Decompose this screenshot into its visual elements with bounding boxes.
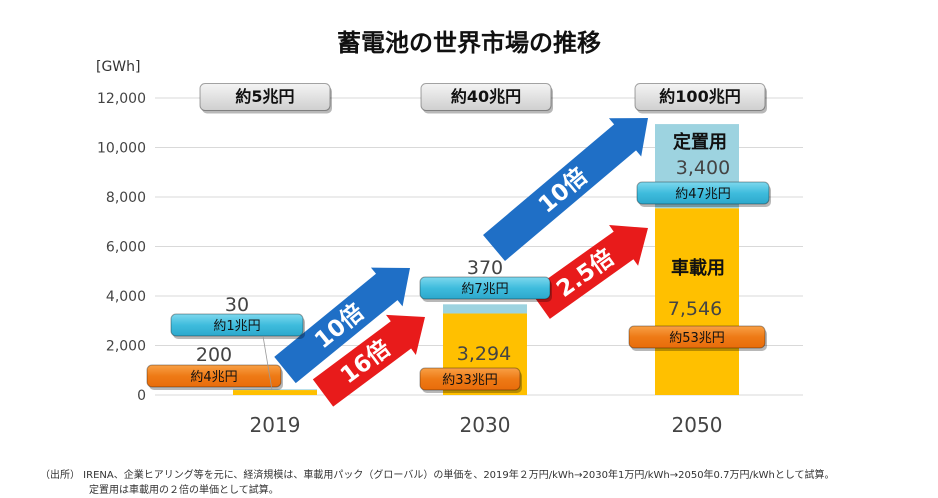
pill-bg (170, 313, 304, 337)
growth-arrow-shape (530, 225, 649, 319)
stationary-market-label: 約47兆円 (636, 181, 771, 207)
bar-automotive-2019 (233, 390, 317, 395)
stationary-market-label: 約7兆円 (419, 276, 552, 302)
pill-label: 約33兆円 (442, 373, 498, 388)
y-tick-label: 6,000 (106, 240, 146, 256)
y-axis-ticks: 0 2,000 4,000 6,000 8,000 10,000 12,000 (97, 91, 146, 404)
growth-arrow-shape (312, 314, 425, 407)
y-tick-label: 4,000 (106, 289, 146, 305)
growth-arrow-shape (483, 118, 649, 261)
automotive-market-label: 約33兆円 (419, 367, 522, 393)
y-tick-label: 2,000 (106, 339, 146, 355)
pill-label: 約7兆円 (461, 282, 508, 297)
stationary-value-label: 3,400 (676, 157, 730, 179)
automotive-value-label: 200 (196, 344, 232, 366)
automotive-market-label: 約4兆円 (146, 364, 283, 390)
bar-stationary-2019 (233, 389, 317, 391)
pill-label: 約5兆円 (235, 87, 294, 106)
chart-title: 蓄電池の世界市場の推移 (337, 29, 601, 57)
leader-line (262, 335, 273, 391)
x-tick-label: 2019 (250, 413, 301, 437)
total-market-label: 約5兆円 (199, 83, 332, 114)
pill-bg (419, 367, 521, 391)
pill-label: 約4兆円 (190, 370, 237, 385)
stationary-value-label: 30 (225, 294, 249, 316)
pill-label: 約1兆円 (213, 319, 260, 334)
pill-label: 約40兆円 (451, 87, 521, 106)
y-tick-label: 10,000 (97, 141, 146, 157)
y-axis-unit: [GWh] (96, 59, 141, 75)
footnote: （出所） IRENA、企業ヒアリング等を元に、経済規模は、車載用パック（グローバ… (40, 468, 835, 498)
automotive-value-label: 7,546 (668, 298, 722, 320)
pill-label: 約53兆円 (669, 331, 725, 346)
automotive-market-label: 約53兆円 (628, 325, 767, 351)
y-tick-label: 8,000 (106, 190, 146, 206)
pill-bg (419, 276, 551, 300)
bar-stationary-2030 (443, 304, 527, 314)
stationary-market-label: 約1兆円 (170, 313, 305, 339)
pill-bg (146, 364, 282, 388)
y-tick-label: 12,000 (97, 91, 146, 107)
x-tick-label: 2050 (672, 413, 723, 437)
automotive-series-name: 車載用 (671, 257, 725, 279)
pill-bg (628, 325, 766, 349)
bar-automotive-2050 (655, 208, 739, 395)
x-axis-ticks: 2019 2030 2050 (250, 413, 723, 437)
growth-arrow-shape (274, 267, 410, 384)
y-tick-label: 0 (137, 388, 146, 404)
stationary-series-name: 定置用 (673, 131, 727, 153)
pill-label: 約47兆円 (675, 187, 731, 202)
x-tick-label: 2030 (460, 413, 511, 437)
pill-bg (636, 181, 770, 205)
pill-label: 約100兆円 (659, 87, 740, 106)
automotive-value-label: 3,294 (457, 343, 511, 365)
stationary-value-label: 370 (467, 257, 503, 279)
total-market-label: 約100兆円 (634, 83, 767, 114)
footnote-line-2: 定置用は車載用の２倍の単価として試算。 (89, 485, 279, 496)
pill-bg (199, 83, 331, 111)
pill-bg (420, 83, 552, 111)
pill-bg (634, 83, 766, 111)
total-market-label: 約40兆円 (420, 83, 553, 114)
footnote-line-1: （出所） IRENA、企業ヒアリング等を元に、経済規模は、車載用パック（グローバ… (40, 470, 835, 481)
